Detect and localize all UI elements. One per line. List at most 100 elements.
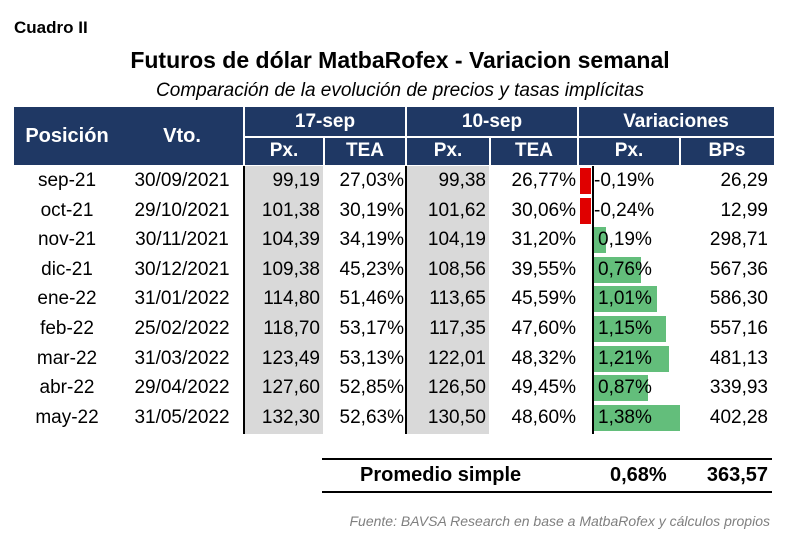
cell-px2: 101,62 (427, 199, 486, 221)
cell-var: -0,24% (594, 199, 655, 221)
cell-tea1: 52,63% (339, 406, 404, 428)
cell-pos: dic-21 (41, 258, 93, 280)
average-bottom-line (322, 491, 772, 493)
cell-pos: ene-22 (37, 288, 97, 310)
cell-tea1: 27,03% (339, 170, 404, 191)
cell-px1: 123,49 (261, 347, 320, 369)
cell-px2: 122,01 (427, 347, 486, 369)
cell-pos: mar-22 (36, 347, 98, 369)
cell-vto: 29/10/2021 (134, 199, 230, 221)
cell-var: 0,19% (598, 229, 652, 251)
average-variation: 0,68% (610, 464, 667, 486)
cell-tea2: 31,20% (511, 229, 576, 251)
cell-tea1: 51,46% (339, 288, 404, 310)
cell-tea2: 45,59% (511, 288, 576, 310)
cell-px2: 130,50 (427, 406, 486, 428)
cell-px1: 101,38 (261, 199, 320, 221)
cell-var: 1,01% (598, 288, 652, 310)
variation-bar (594, 286, 657, 313)
average-top-line (322, 458, 772, 460)
cell-tea2: 47,60% (511, 318, 576, 339)
divider-1 (243, 166, 245, 434)
cell-tea1: 34,19% (339, 229, 404, 251)
cell-tea1: 53,13% (339, 347, 404, 369)
cell-px2: 126,50 (427, 377, 486, 399)
cell-px2: 113,65 (429, 288, 486, 310)
divider-3 (592, 166, 594, 434)
header-tea-2: TEA (490, 137, 578, 165)
header-variaciones: Variaciones (578, 107, 774, 137)
header-date-17sep: 17-sep (244, 107, 406, 137)
cell-px1: 104,39 (261, 229, 320, 251)
cell-px1: 114,80 (263, 288, 320, 310)
cell-var: 1,15% (598, 318, 652, 339)
cell-vto: 30/09/2021 (134, 170, 230, 191)
cell-pos: sep-21 (37, 170, 97, 191)
shade-px-17sep (245, 166, 323, 434)
variation-bar (594, 227, 606, 254)
cell-pos: abr-22 (39, 377, 95, 399)
cell-px1: 132,30 (261, 406, 320, 428)
cell-vto: 30/11/2021 (135, 229, 229, 251)
cell-tea2: 48,60% (511, 406, 576, 428)
header-date-10sep: 10-sep (406, 107, 578, 137)
cell-pos: feb-22 (40, 318, 94, 339)
cell-px2: 108,56 (427, 258, 486, 280)
average-bps: 363,57 (706, 464, 768, 486)
cell-bps: 26,29 (720, 170, 768, 191)
variation-bar (580, 168, 591, 194)
cell-vto: 31/05/2022 (134, 406, 230, 428)
header-bps: BPs (680, 137, 774, 165)
cell-bps: 402,28 (709, 406, 768, 428)
cell-vto: 31/01/2022 (134, 288, 230, 310)
header-px-2: Px. (406, 137, 490, 165)
cell-px1: 99,19 (272, 170, 320, 191)
cell-tea2: 49,45% (511, 377, 576, 399)
variation-bar (594, 404, 680, 431)
cell-bps: 12,99 (720, 199, 768, 221)
header-tea-1: TEA (324, 137, 406, 165)
header-px-1: Px. (244, 137, 324, 165)
variation-bar (580, 197, 591, 224)
header-px-var: Px. (578, 137, 680, 165)
table-label: Cuadro II (14, 18, 88, 37)
cell-tea2: 26,77% (511, 170, 576, 191)
cell-var: -0,19% (594, 170, 655, 191)
cell-tea1: 52,85% (339, 377, 404, 399)
cell-tea1: 53,17% (339, 318, 404, 339)
cell-tea2: 39,55% (511, 258, 576, 280)
average-label: Promedio simple (360, 464, 522, 486)
cell-bps: 586,30 (709, 288, 768, 310)
cell-pos: nov-21 (37, 229, 97, 251)
divider-2 (405, 166, 407, 434)
header-vto: Vto. (120, 107, 244, 165)
cell-px2: 104,19 (427, 229, 486, 251)
cell-var: 0,87% (598, 377, 652, 399)
cell-vto: 30/12/2021 (134, 258, 230, 280)
variation-bar (594, 375, 648, 402)
cell-bps: 481,13 (709, 347, 768, 369)
variation-bar (594, 345, 669, 372)
cell-var: 1,38% (598, 406, 652, 428)
shade-px-10sep (407, 166, 489, 434)
cell-tea1: 30,19% (339, 199, 404, 221)
cell-bps: 557,16 (709, 318, 768, 339)
cell-vto: 31/03/2022 (134, 347, 230, 369)
cell-pos: oct-21 (40, 199, 94, 221)
table-title: Futuros de dólar MatbaRofex - Variacion … (130, 47, 670, 73)
header-posicion: Posición (14, 107, 120, 165)
cell-vto: 29/04/2022 (134, 377, 230, 399)
cell-tea2: 48,32% (511, 347, 576, 369)
cell-var: 1,21% (598, 347, 652, 369)
cell-px2: 99,38 (438, 170, 486, 191)
cell-vto: 25/02/2022 (134, 318, 230, 339)
variation-bar (594, 316, 666, 342)
cell-tea2: 30,06% (511, 199, 576, 221)
cell-px1: 127,60 (261, 377, 320, 399)
variation-bar (594, 256, 641, 283)
source-note: Fuente: BAVSA Research en base a MatbaRo… (349, 513, 771, 529)
cell-tea1: 45,23% (339, 258, 404, 280)
cell-bps: 339,93 (709, 377, 768, 399)
cell-var: 0,76% (598, 258, 652, 280)
cell-px1: 118,70 (263, 318, 320, 339)
